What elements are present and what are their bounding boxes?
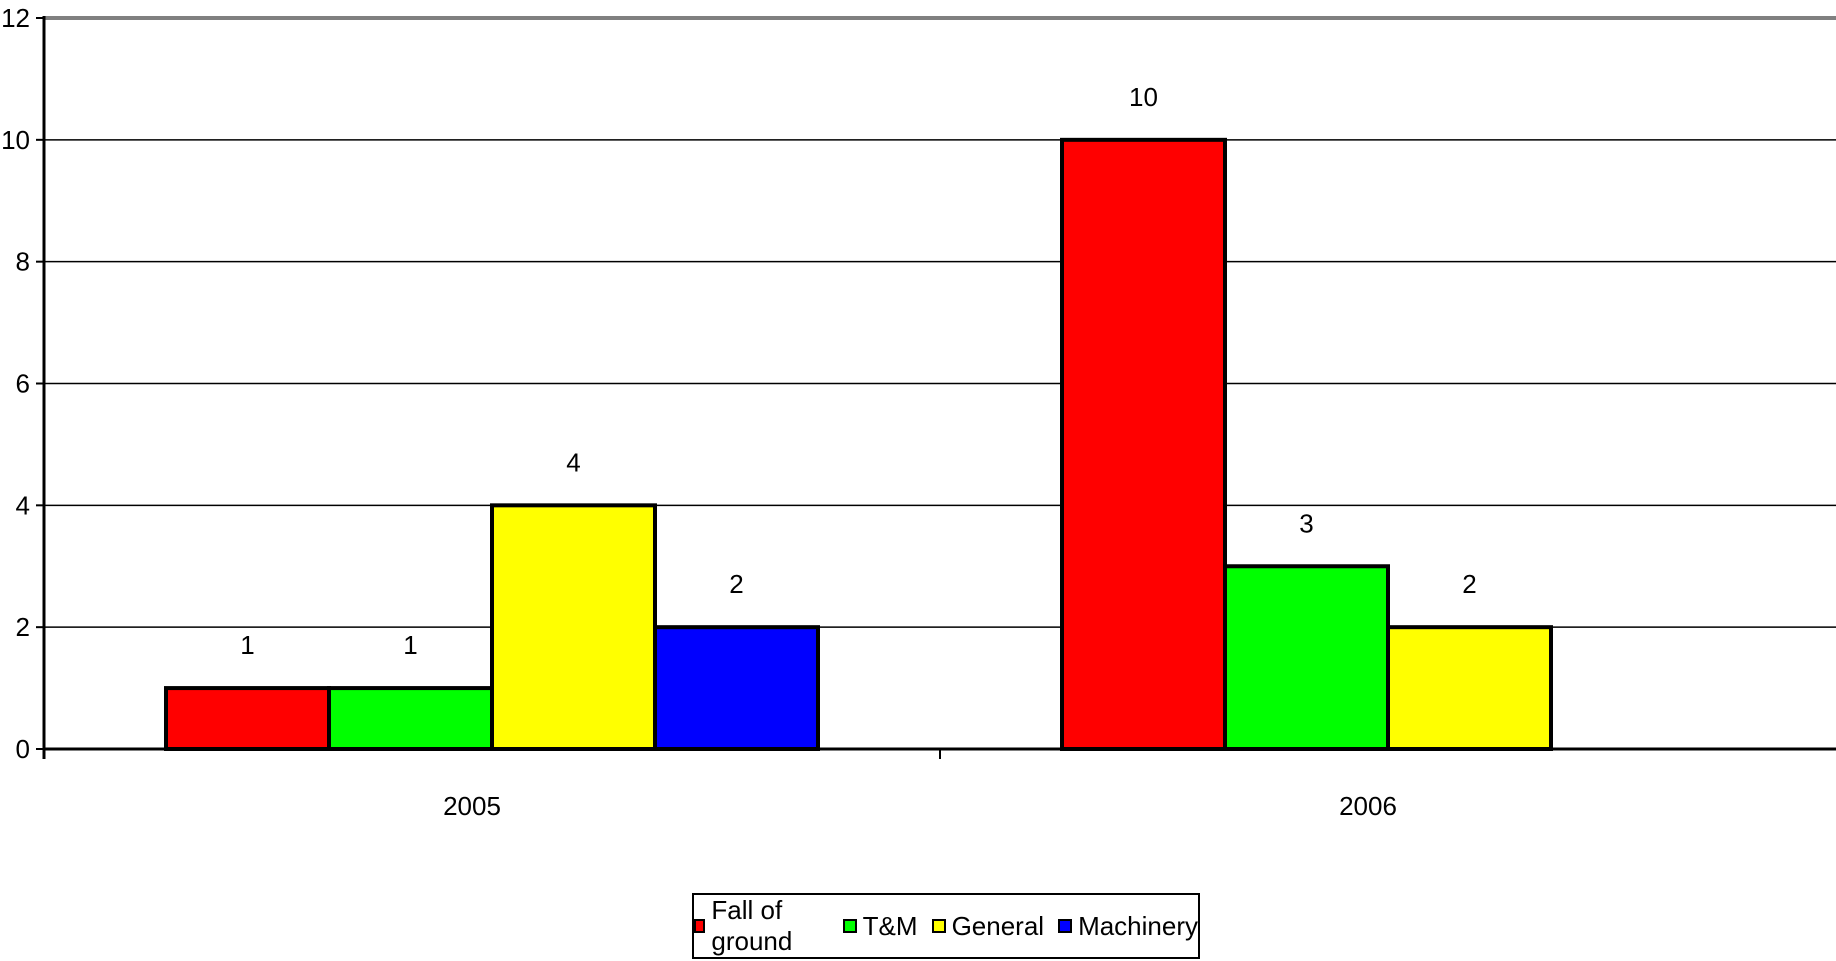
legend-label: T&M <box>862 910 918 941</box>
legend-item: T&M <box>842 910 918 942</box>
legend-swatch <box>931 919 946 933</box>
y-tick-label: 8 <box>16 247 30 277</box>
data-label: 3 <box>1299 508 1313 538</box>
data-label: 4 <box>566 447 580 477</box>
bar-t-m-2006 <box>1223 564 1390 751</box>
legend-label: Fall of ground <box>711 895 793 956</box>
data-label: 2 <box>1462 569 1476 599</box>
bar-fall-of-ground-2006 <box>1060 137 1227 752</box>
legend-item: Fall of ground <box>694 895 829 957</box>
data-labels: 1 1 4 2 10 3 2 <box>240 82 1476 660</box>
y-tick-label: 0 <box>16 734 30 764</box>
axes <box>42 16 1836 759</box>
x-tick-label: 2005 <box>443 791 501 821</box>
bar-t-m-2005 <box>327 686 494 751</box>
bars <box>164 137 1553 752</box>
legend-item: General <box>931 910 1045 942</box>
y-axis-ticks: 0 2 4 6 8 10 12 <box>1 3 44 764</box>
legend-label: General <box>951 910 1045 941</box>
legend-item: Machinery <box>1058 911 1198 942</box>
bar-general-2006 <box>1386 625 1553 752</box>
bar-general-2005 <box>490 503 657 752</box>
legend: Fall of ground T&M General Machinery <box>692 893 1200 959</box>
y-tick-label: 6 <box>16 369 30 399</box>
bar-machinery-2005 <box>653 625 820 752</box>
data-label: 1 <box>240 630 254 660</box>
bar-chart: 0 2 4 6 8 10 12 1 1 4 2 10 3 2 2005 2006 <box>1 3 1836 821</box>
x-axis-labels: 2005 2006 <box>443 791 1397 821</box>
legend-swatch <box>842 919 857 933</box>
data-label: 2 <box>729 569 743 599</box>
data-label: 10 <box>1129 82 1158 112</box>
y-tick-label: 12 <box>1 3 30 33</box>
gridlines <box>44 16 1836 628</box>
y-tick-label: 10 <box>1 125 30 155</box>
legend-label: Machinery <box>1078 910 1198 941</box>
y-tick-label: 2 <box>16 612 30 642</box>
y-tick-label: 4 <box>16 490 30 520</box>
bar-fall-of-ground-2005 <box>164 686 331 751</box>
x-tick-label: 2006 <box>1339 791 1397 821</box>
data-label: 1 <box>403 630 417 660</box>
legend-swatch <box>1058 919 1073 933</box>
legend-swatch <box>694 919 706 933</box>
